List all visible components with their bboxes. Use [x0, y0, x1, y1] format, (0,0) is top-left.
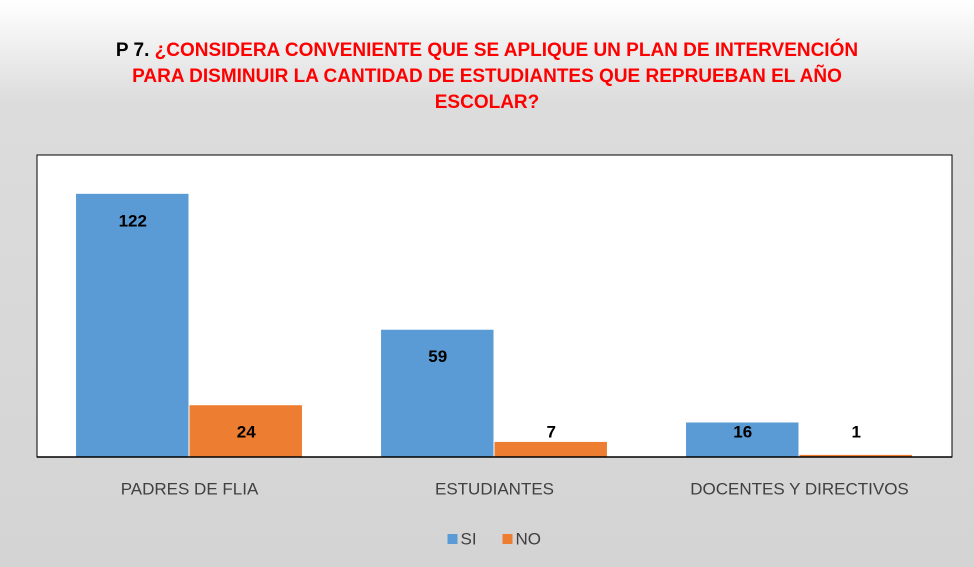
legend-label: SI — [461, 529, 477, 548]
x-tick-label: PADRES DE FLIA — [121, 479, 259, 498]
legend-swatch — [502, 534, 513, 544]
data-label: 24 — [237, 422, 256, 441]
bar — [381, 329, 494, 457]
x-tick-label: ESTUDIANTES — [435, 479, 554, 498]
x-tick-label: DOCENTES Y DIRECTIVOS — [690, 479, 909, 498]
legend-label: NO — [516, 529, 542, 548]
bar — [494, 441, 607, 457]
data-label: 16 — [733, 422, 752, 441]
bar — [799, 454, 912, 457]
bar — [189, 405, 302, 457]
bar — [686, 422, 799, 457]
data-label: 122 — [119, 211, 147, 230]
legend-swatch — [447, 534, 458, 544]
data-label: 59 — [428, 347, 447, 366]
bar — [76, 193, 189, 458]
data-label: 7 — [546, 422, 555, 441]
data-label: 1 — [851, 422, 860, 441]
title-text: ¿CONSIDERA CONVENIENTE QUE SE APLIQUE UN… — [132, 40, 859, 113]
title-prefix: P 7. — [115, 40, 150, 61]
chart-title: P 7. ¿CONSIDERA CONVENIENTE QUE SE APLIQ… — [110, 38, 864, 116]
